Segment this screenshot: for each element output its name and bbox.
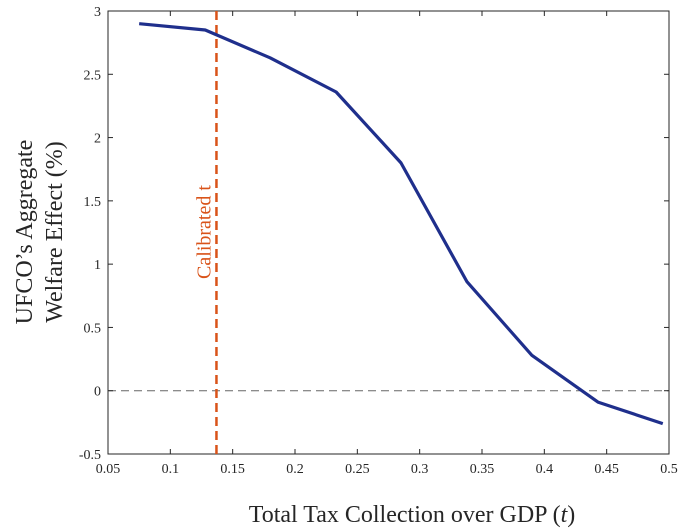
plot-area: [107, 10, 670, 455]
y-tick-label: 3: [94, 5, 101, 20]
x-tick-label: 0.4: [536, 462, 554, 477]
x-axis-title-close: ): [567, 502, 575, 528]
y-tick-label: 1.5: [84, 195, 102, 210]
x-tick-label: 0.2: [286, 462, 304, 477]
x-tick-label: 0.5: [660, 462, 678, 477]
y-axis-title-line2: Welfare Effect (%): [42, 141, 68, 323]
x-axis-title: Total Tax Collection over GDP (t): [249, 502, 576, 528]
x-tick-label: 0.25: [345, 462, 370, 477]
x-tick-label: 0.3: [411, 462, 429, 477]
y-axis-title-line1: UFCO’s Aggregate: [12, 140, 38, 325]
y-tick-label: 0: [94, 385, 101, 400]
x-tick-label: 0.1: [162, 462, 180, 477]
x-axis-title-text: Total Tax Collection over GDP (: [249, 502, 561, 528]
x-tick-label: 0.15: [220, 462, 245, 477]
x-tick-label: 0.35: [470, 462, 495, 477]
y-tick-label: 2: [94, 132, 101, 147]
x-tick-label: 0.45: [594, 462, 619, 477]
y-tick-label: 1: [94, 258, 101, 273]
y-tick-label: 0.5: [84, 321, 102, 336]
y-tick-label: 2.5: [84, 68, 102, 83]
x-axis-title-var: t: [561, 502, 569, 528]
calibrated-t-label: Calibrated t: [193, 185, 215, 279]
x-tick-label: 0.05: [96, 462, 121, 477]
y-tick-label: -0.5: [79, 448, 101, 463]
